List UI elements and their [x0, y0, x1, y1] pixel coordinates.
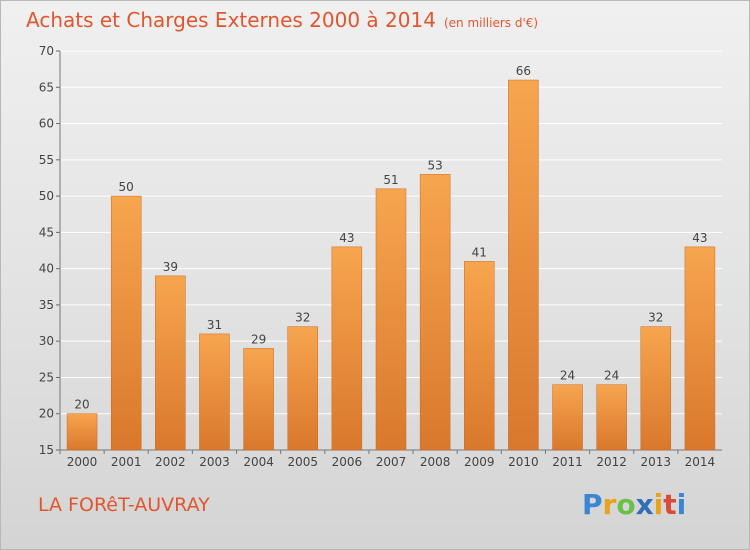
x-tick-label: 2006: [332, 455, 363, 469]
bar: [640, 326, 672, 451]
bar: [331, 246, 363, 451]
bar-value-label: 53: [427, 158, 442, 172]
logo-letter: P: [582, 488, 603, 521]
x-tick-label: 2003: [199, 455, 230, 469]
place-name: LA FORêT-AUVRAY: [38, 494, 210, 516]
bar: [287, 326, 318, 451]
bar-value-label: 43: [692, 231, 707, 245]
x-tick-label: 2004: [243, 455, 274, 469]
x-tick-label: 2009: [464, 455, 495, 469]
bar-value-label: 31: [207, 318, 222, 332]
bar-value-label: 29: [251, 332, 266, 346]
bar: [596, 384, 627, 451]
chart-unit-text: (en milliers d'€): [443, 16, 539, 30]
bar-value-label: 43: [339, 231, 354, 245]
bar: [243, 348, 274, 451]
y-tick-label: 25: [39, 370, 54, 384]
bar: [66, 413, 98, 451]
bar: [199, 333, 230, 451]
x-tick-label: 2010: [508, 455, 539, 469]
bar-value-label: 66: [516, 64, 531, 78]
x-tick-label: 2014: [685, 455, 716, 469]
bar: [375, 188, 407, 451]
bar: [508, 79, 539, 451]
x-tick-label: 2000: [67, 455, 98, 469]
bar: [552, 384, 583, 451]
bar: [464, 261, 495, 451]
bar-value-label: 32: [648, 311, 663, 325]
bar: [110, 195, 142, 451]
y-tick-label: 30: [39, 334, 54, 348]
x-tick-label: 2013: [641, 455, 672, 469]
bar-value-label: 41: [472, 245, 487, 259]
proxiti-logo: Proxiti: [582, 488, 686, 521]
bar: [419, 174, 451, 451]
y-tick-label: 50: [39, 189, 54, 203]
bar: [684, 246, 716, 451]
x-tick-label: 2008: [420, 455, 451, 469]
y-tick-label: 45: [39, 225, 54, 239]
x-tick-label: 2002: [155, 455, 186, 469]
x-tick-label: 2012: [596, 455, 627, 469]
y-tick-label: 20: [39, 407, 54, 421]
y-tick-label: 35: [39, 298, 54, 312]
x-tick-label: 2011: [552, 455, 583, 469]
x-tick-label: 2001: [111, 455, 142, 469]
bar: [155, 275, 186, 451]
logo-letter: r: [602, 488, 617, 521]
y-tick-label: 55: [39, 153, 54, 167]
logo-letter: t: [663, 488, 677, 521]
y-tick-label: 65: [39, 80, 54, 94]
bar-value-label: 24: [560, 369, 575, 383]
bar-value-label: 50: [119, 180, 134, 194]
y-tick-label: 15: [39, 443, 54, 457]
logo-letter: o: [616, 488, 636, 521]
chart-title: Achats et Charges Externes 2000 à 2014 (e…: [26, 8, 538, 32]
logo-letter: x: [635, 488, 654, 521]
x-tick-label: 2005: [287, 455, 318, 469]
chart-title-text: Achats et Charges Externes 2000 à 2014: [26, 8, 436, 32]
logo-letter: i: [653, 488, 664, 521]
y-tick-label: 70: [39, 44, 54, 58]
x-tick-label: 2007: [376, 455, 407, 469]
bar-value-label: 20: [74, 398, 89, 412]
y-tick-label: 40: [39, 262, 54, 276]
bar-value-label: 51: [383, 173, 398, 187]
y-tick-label: 60: [39, 117, 54, 131]
bar-value-label: 24: [604, 369, 619, 383]
bar-value-label: 32: [295, 311, 310, 325]
bar-value-label: 39: [163, 260, 178, 274]
logo-letter: i: [676, 488, 687, 521]
